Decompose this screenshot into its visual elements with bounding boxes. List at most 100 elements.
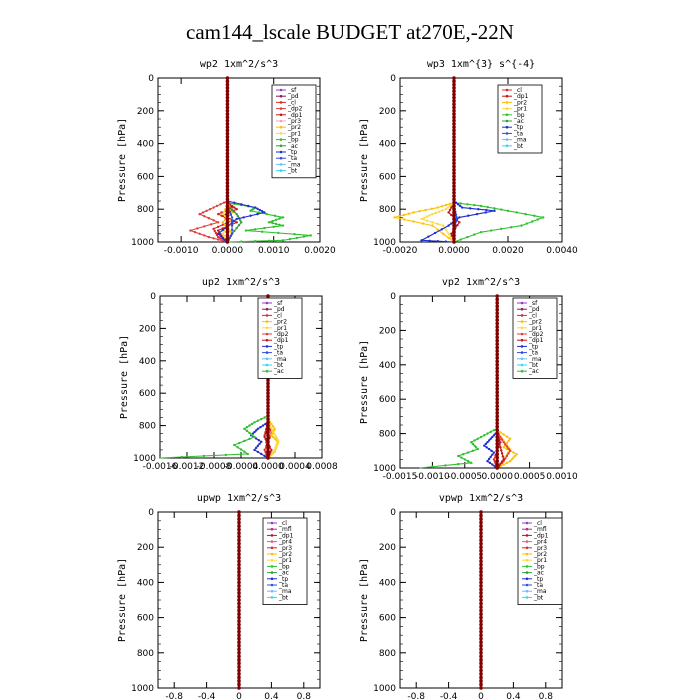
- y-tick-label: 0: [390, 292, 396, 302]
- data-point: [237, 679, 241, 683]
- data-point: [222, 210, 226, 213]
- data-point: [452, 138, 456, 143]
- data-point: [525, 222, 529, 225]
- data-point: [256, 444, 260, 448]
- data-point: [225, 184, 230, 189]
- data-point: [495, 452, 500, 457]
- data-point: [219, 234, 222, 238]
- data-point: [495, 363, 500, 367]
- data-point: [278, 223, 281, 226]
- data-point: [452, 217, 456, 221]
- data-point: [479, 570, 483, 574]
- data-point: [493, 209, 496, 213]
- data-point: [309, 234, 312, 237]
- data-point: [237, 552, 241, 557]
- legend-marker: [270, 540, 274, 543]
- data-point: [479, 204, 483, 208]
- data-point: [495, 318, 500, 322]
- data-point: [479, 668, 483, 673]
- legend-marker: [520, 314, 524, 317]
- data-point: [479, 566, 483, 571]
- data-point: [479, 629, 483, 634]
- y-tick-label: 1000: [133, 454, 156, 464]
- data-point: [479, 679, 483, 683]
- data-point: [219, 237, 222, 240]
- legend-label: _cl: [273, 312, 282, 319]
- data-point: [533, 214, 536, 217]
- legend-box: [262, 517, 308, 605]
- data-point: [207, 235, 211, 239]
- data-point: [452, 112, 456, 116]
- data-point: [243, 427, 246, 431]
- data-point: [479, 643, 483, 648]
- data-point: [452, 187, 456, 192]
- data-point: [479, 675, 483, 680]
- data-point: [440, 205, 444, 208]
- data-point: [495, 393, 500, 398]
- data-point: [233, 210, 236, 214]
- series-group: [393, 76, 546, 244]
- data-point: [271, 435, 275, 439]
- data-point: [230, 211, 234, 214]
- data-point: [452, 168, 456, 172]
- series-group: [237, 510, 241, 690]
- data-point: [479, 541, 483, 546]
- legend-label: _pr3: [287, 118, 301, 125]
- data-point: [256, 450, 260, 454]
- data-point: [473, 439, 476, 442]
- y-axis-label: Pressure [hPa]: [359, 340, 370, 424]
- data-point: [436, 206, 439, 209]
- data-point: [274, 446, 277, 449]
- data-point: [452, 151, 456, 156]
- legend-box: [271, 84, 317, 179]
- data-point: [266, 436, 270, 441]
- data-point: [452, 154, 456, 159]
- data-point: [459, 238, 462, 241]
- data-point: [248, 437, 251, 441]
- data-point: [225, 200, 230, 205]
- data-point: [225, 89, 230, 93]
- data-point: [484, 442, 488, 446]
- y-axis-label: Pressure [hPa]: [117, 118, 128, 202]
- legend-label: _ta: [528, 350, 538, 357]
- data-point: [493, 207, 496, 210]
- data-point: [498, 442, 501, 446]
- data-point: [274, 222, 278, 226]
- data-point: [225, 82, 230, 87]
- data-point: [225, 125, 230, 129]
- data-point: [495, 387, 500, 391]
- data-point: [495, 414, 500, 419]
- data-point: [431, 221, 434, 224]
- legend-marker: [279, 94, 283, 98]
- data-point: [266, 404, 270, 408]
- data-point: [225, 151, 230, 156]
- legend-label: _cl: [287, 99, 296, 106]
- data-point: [225, 112, 230, 116]
- data-point: [541, 216, 545, 219]
- data-point: [265, 212, 268, 216]
- data-point: [447, 232, 450, 235]
- data-point: [479, 435, 483, 439]
- data-point: [495, 438, 500, 443]
- data-point: [198, 212, 201, 216]
- data-point: [495, 294, 500, 298]
- x-tick-label: 0.4: [264, 692, 279, 700]
- data-point: [492, 428, 496, 432]
- data-point: [452, 76, 456, 80]
- legend-label: _tp: [273, 343, 283, 350]
- data-point: [489, 430, 492, 434]
- data-point: [486, 441, 489, 444]
- data-point: [495, 459, 500, 463]
- data-point: [222, 234, 226, 238]
- data-point: [479, 531, 483, 535]
- data-point: [237, 584, 241, 588]
- data-point: [495, 311, 500, 316]
- data-point: [466, 235, 469, 239]
- legend-marker: [505, 113, 509, 117]
- y-tick-label: 800: [137, 205, 154, 215]
- data-point: [233, 201, 236, 204]
- data-point: [248, 431, 251, 435]
- data-point: [235, 208, 238, 211]
- data-point: [510, 458, 513, 461]
- data-point: [225, 223, 230, 228]
